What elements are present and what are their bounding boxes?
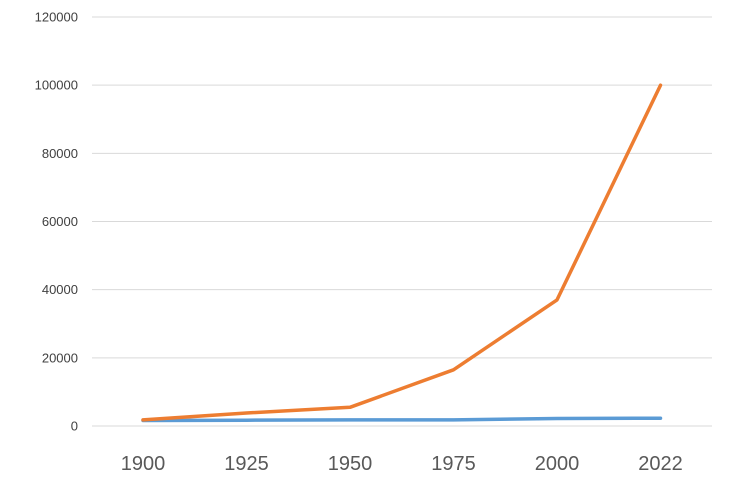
y-tick-label: 120000 (35, 10, 78, 25)
y-axis: 0 20000 40000 60000 80000 100000 120000 (35, 10, 78, 434)
x-tick-label: 1950 (328, 453, 373, 475)
x-tick-label: 2000 (535, 453, 580, 475)
x-axis: 1900 1925 1950 1975 2000 2022 (121, 453, 683, 475)
y-tick-label: 20000 (42, 350, 78, 365)
y-tick-label: 0 (71, 419, 78, 434)
series-lines (141, 83, 663, 423)
x-tick-label: 1925 (224, 453, 269, 475)
series-line-1 (141, 416, 663, 423)
series-line-2 (141, 83, 663, 422)
gridlines (92, 16, 712, 427)
y-tick-label: 60000 (42, 214, 78, 229)
y-tick-label: 80000 (42, 146, 78, 161)
y-tick-label: 40000 (42, 282, 78, 297)
x-tick-label: 1975 (431, 453, 476, 475)
x-tick-label: 1900 (121, 453, 166, 475)
y-tick-label: 100000 (35, 78, 78, 93)
x-tick-label: 2022 (638, 453, 683, 475)
